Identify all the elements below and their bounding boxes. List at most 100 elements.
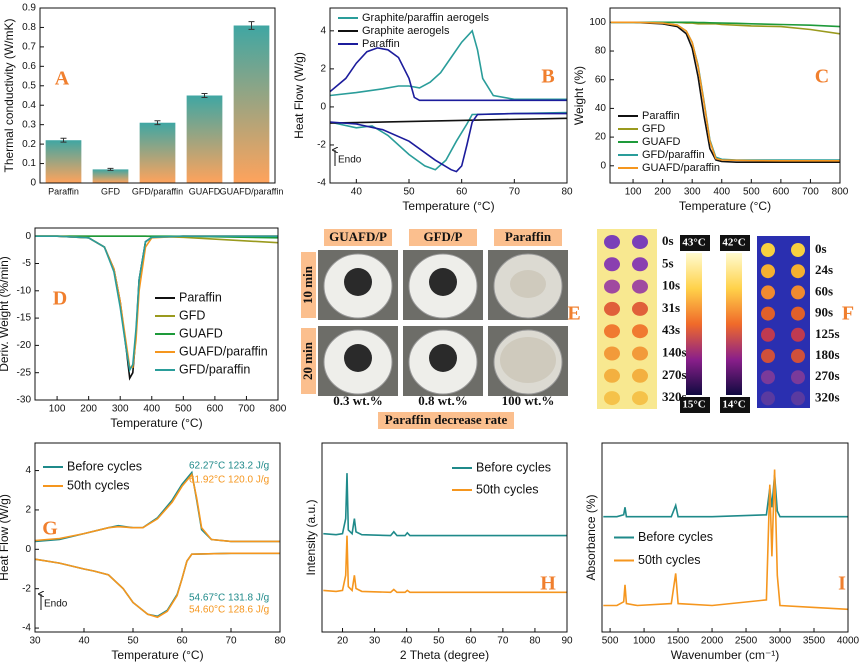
panel-letter: E xyxy=(567,303,580,325)
sample-spot xyxy=(632,368,648,383)
panel-letter: A xyxy=(55,68,70,90)
y-tick-label: 0.9 xyxy=(22,3,36,14)
series-line xyxy=(330,29,567,171)
sample-spot xyxy=(604,368,620,383)
legend-label: 50th cycles xyxy=(476,482,539,496)
x-tick-label: 100 xyxy=(49,404,66,415)
x-tick-label: 800 xyxy=(270,404,287,415)
loading-label: 100 wt.% xyxy=(502,393,555,408)
x-tick-label: 300 xyxy=(112,404,129,415)
legend-label: GUAFD xyxy=(179,326,223,340)
plot-frame xyxy=(329,7,568,184)
legend-label: 50th cycles xyxy=(638,553,701,567)
panel-letter: B xyxy=(541,66,554,88)
bar xyxy=(139,122,176,183)
plot-frame xyxy=(39,7,276,184)
panel-letter: C xyxy=(815,66,829,88)
y-tick-label: 0 xyxy=(30,178,36,189)
sample-spot xyxy=(604,346,620,361)
column-label: Paraffin xyxy=(505,229,552,244)
sample-spot xyxy=(604,301,620,316)
sample-spot xyxy=(604,279,620,294)
x-tick-label: 40 xyxy=(401,636,413,647)
x-tick-label: 60 xyxy=(456,187,468,198)
x-tick-label: 90 xyxy=(561,636,573,647)
time-label: 270s xyxy=(662,367,687,382)
sample-spot xyxy=(761,285,775,300)
x-tick-label: 40 xyxy=(351,187,363,198)
y-tick-label: 40 xyxy=(595,103,607,114)
sample-spot xyxy=(632,279,648,294)
sample-spot xyxy=(632,301,648,316)
time-label: 0s xyxy=(662,233,674,248)
time-label: 320s xyxy=(815,389,840,404)
annotation: Endo xyxy=(44,599,68,610)
annotation: 54.60°C 128.6 J/g xyxy=(189,605,269,616)
scale-tag xyxy=(680,397,710,413)
y-tick-label: 0 xyxy=(25,544,31,555)
y-tick-label: -25 xyxy=(17,367,32,378)
sample xyxy=(429,344,457,372)
x-tick-label: 80 xyxy=(529,636,541,647)
y-tick-label: 20 xyxy=(595,132,607,143)
y-tick-label: -15 xyxy=(17,313,32,324)
error-bar xyxy=(154,120,161,126)
column-tag xyxy=(409,229,477,246)
panel-letter: F xyxy=(842,303,854,325)
column-label: GFD/P xyxy=(424,229,463,244)
x-axis-label: Temperature (°C) xyxy=(679,199,771,213)
time-label: 140s xyxy=(662,344,687,359)
sample-spot xyxy=(761,306,775,321)
loading-label: 0.3 wt.% xyxy=(333,393,382,408)
legend-label: GUAFD xyxy=(642,136,681,148)
panel-letter: D xyxy=(53,288,67,310)
time-label: 180s xyxy=(815,347,840,362)
y-axis-label: Heat Flow (W/g) xyxy=(292,52,306,139)
sample-spot xyxy=(632,235,648,249)
sample-spot xyxy=(791,370,805,385)
x-tick-label: GUAFD xyxy=(189,186,221,196)
legend-label: Before cycles xyxy=(476,460,551,474)
y-axis-label: Weight (%) xyxy=(572,66,586,125)
y-tick-label: 0.3 xyxy=(22,119,36,130)
y-tick-label: 0.5 xyxy=(22,80,36,91)
y-tick-label: -4 xyxy=(22,623,31,634)
melt xyxy=(500,337,556,383)
y-axis-label: Deriv. Weight (%/min) xyxy=(0,256,11,372)
x-tick-label: 300 xyxy=(684,187,701,198)
x-tick-label: 70 xyxy=(225,636,237,647)
sample-spot xyxy=(761,243,775,257)
x-tick-label: GFD xyxy=(101,186,120,196)
x-tick-label: 3000 xyxy=(769,636,792,647)
sample-spot xyxy=(791,285,805,300)
scale-max: 43°C xyxy=(682,237,705,249)
row-tag xyxy=(301,328,316,394)
scale-min: 14°C xyxy=(722,399,745,411)
x-tick-label: 200 xyxy=(80,404,97,415)
y-tick-label: 4 xyxy=(25,465,31,476)
time-label: 24s xyxy=(815,262,833,277)
x-tick-label: 2000 xyxy=(701,636,724,647)
legend-label: GFD/paraffin xyxy=(179,362,250,376)
series-line xyxy=(610,21,840,35)
x-tick-label: 80 xyxy=(274,636,286,647)
legend-label: GUAFD/paraffin xyxy=(642,162,720,174)
column-label: GUAFD/P xyxy=(329,229,387,244)
y-tick-label: 100 xyxy=(589,17,606,28)
annotation: 54.67°C 131.8 J/g xyxy=(189,593,269,604)
series-line xyxy=(603,475,848,518)
legend-label: GFD xyxy=(179,308,205,322)
y-axis-label: Heat Flow (W/g) xyxy=(0,494,11,581)
x-tick-label: GUAFD/paraffin xyxy=(220,186,284,196)
x-axis-label: Temperature (°C) xyxy=(111,648,203,662)
sample-spot xyxy=(604,257,620,272)
sample xyxy=(344,268,372,296)
x-tick-label: 200 xyxy=(654,187,671,198)
y-tick-label: 4 xyxy=(320,25,326,36)
series-line xyxy=(610,21,840,162)
legend-label: Graphite aerogels xyxy=(362,25,450,37)
y-tick-label: 2 xyxy=(320,64,326,75)
x-tick-label: 1000 xyxy=(633,636,656,647)
x-tick-label: 3500 xyxy=(803,636,826,647)
